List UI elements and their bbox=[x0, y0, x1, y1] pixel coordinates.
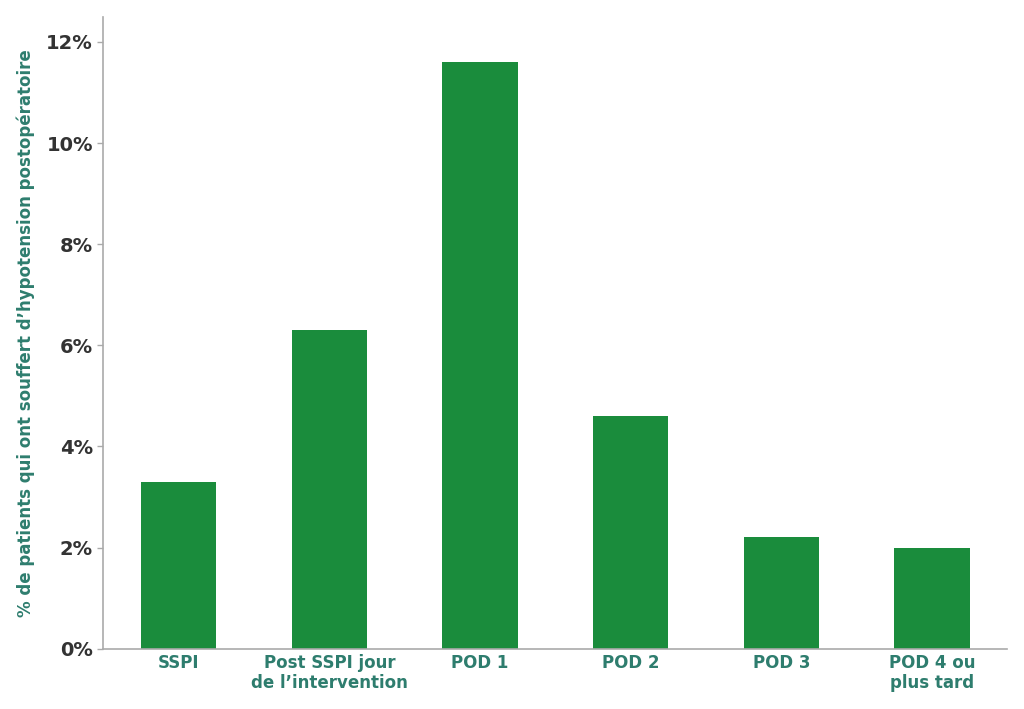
Bar bbox=[593, 416, 669, 649]
Bar bbox=[442, 62, 518, 649]
Y-axis label: % de patients qui ont souffert d’hypotension postopératoire: % de patients qui ont souffert d’hypoten… bbox=[16, 49, 35, 617]
Bar bbox=[292, 330, 367, 649]
Bar bbox=[141, 482, 216, 649]
Bar bbox=[743, 537, 819, 649]
Bar bbox=[894, 547, 970, 649]
